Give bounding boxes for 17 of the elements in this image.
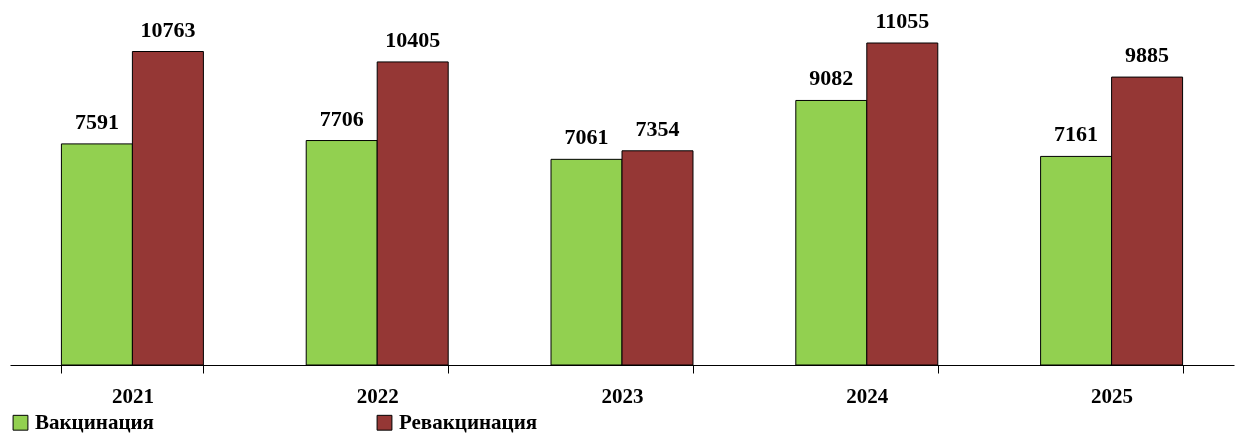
x-tick-label: 2023 — [601, 383, 644, 408]
x-tick-label: 2025 — [1091, 383, 1134, 408]
data-label: 7706 — [319, 105, 364, 131]
data-label: 7354 — [635, 115, 680, 141]
data-label: 7591 — [74, 108, 119, 134]
data-label: 9885 — [1125, 42, 1170, 68]
data-label: 9082 — [809, 65, 854, 91]
legend-label: Ревакцинация — [399, 409, 538, 434]
x-tick-label: 2024 — [846, 383, 889, 408]
data-label: 7061 — [564, 124, 609, 150]
x-tick-label: 2022 — [356, 383, 399, 408]
data-label: 10763 — [140, 16, 196, 42]
data-label: 7161 — [1054, 121, 1099, 147]
data-label: 11055 — [875, 8, 930, 33]
legend-label: Вакцинация — [35, 409, 154, 434]
x-tick-label: 2021 — [111, 383, 154, 408]
data-label: 10405 — [385, 26, 441, 52]
